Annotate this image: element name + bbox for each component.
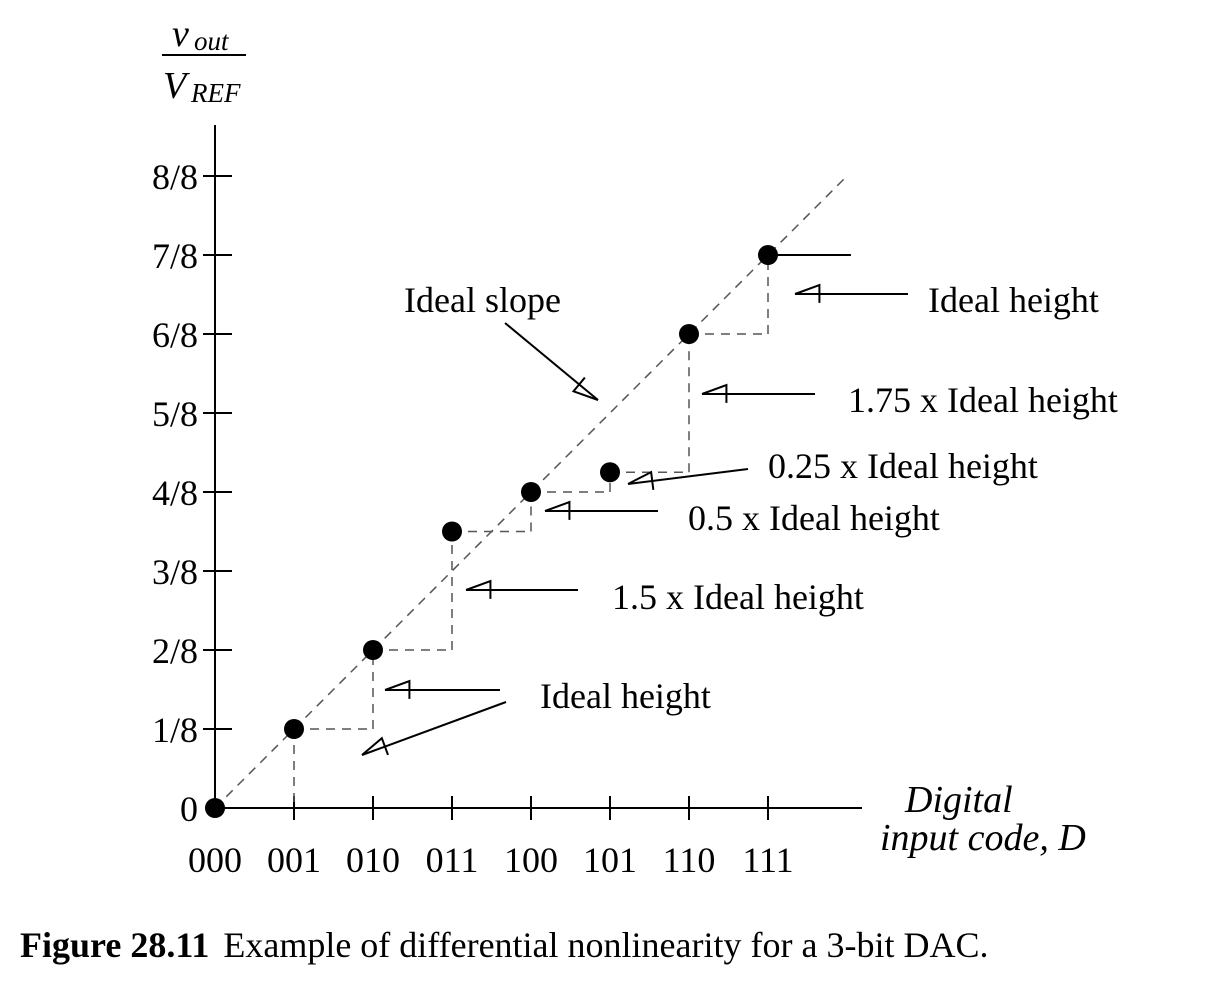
x-tick-label: 001 (267, 840, 321, 880)
y-tick-label: 1/8 (152, 710, 198, 750)
annotation-arrowhead (361, 736, 389, 756)
data-point (679, 324, 699, 344)
annotation-arrowhead (571, 376, 599, 401)
caption-text: Example of differential nonlinearity for… (223, 925, 989, 965)
y-tick-label: 5/8 (152, 394, 198, 434)
annotation-label: 0.5 x Ideal height (688, 498, 940, 538)
annotation-arrowhead (465, 579, 492, 599)
x-tick-label: 010 (346, 840, 400, 880)
y-tick-label: 4/8 (152, 473, 198, 513)
y-axis-label: v out V REF (162, 13, 246, 108)
y-tick-label: 0 (180, 789, 198, 829)
data-point (205, 798, 225, 818)
y-tick-label: 2/8 (152, 631, 198, 671)
x-tick-label: 111 (742, 840, 793, 880)
x-axis-label-line2: input code, D (880, 817, 1086, 859)
x-axis-label-line1: Digital (904, 779, 1013, 821)
annotation-arrow (504, 322, 599, 401)
data-point (284, 719, 304, 739)
y-tick-label: 8/8 (152, 157, 198, 197)
data-point (442, 521, 462, 542)
annotation-arrowhead (544, 500, 571, 520)
y-label-denominator: V (163, 65, 190, 107)
dac-dnl-chart: v out V REF 0 1/8 2/8 3/8 4/8 5/8 6/8 7/8 8/8 00… (152, 13, 1118, 880)
y-tick-label: 6/8 (152, 315, 198, 355)
data-point (600, 462, 620, 483)
y-tick-label: 3/8 (152, 552, 198, 592)
y-tick-label: 7/8 (152, 236, 198, 276)
caption-label: Figure 28.11 (20, 925, 210, 965)
ideal-slope-label: Ideal slope (404, 280, 561, 320)
annotation-label: Ideal height (540, 676, 711, 716)
data-point (521, 482, 541, 502)
annotation-arrow (361, 701, 507, 756)
annotation-label: 1.75 x Ideal height (848, 380, 1118, 420)
annotation-arrowhead (627, 470, 655, 490)
y-label-numerator: v (172, 13, 189, 55)
ideal-slope-line (214, 175, 848, 809)
figure-caption: Figure 28.11 Example of differential nonl… (20, 924, 988, 966)
x-tick-label: 100 (504, 840, 558, 880)
annotation-arrowhead (701, 383, 728, 403)
x-tick-label: 101 (583, 840, 637, 880)
y-label-numerator-sub: out (194, 26, 230, 56)
annotation-arrow (627, 468, 749, 485)
y-label-denominator-sub: REF (190, 78, 241, 108)
annotation-arrowhead (384, 679, 411, 699)
data-point (363, 640, 383, 660)
x-tick-label: 000 (188, 840, 242, 880)
x-tick-label: 110 (663, 840, 716, 880)
annotation-label: 0.25 x Ideal height (768, 446, 1038, 486)
annotation-label: 1.5 x Ideal height (612, 577, 864, 617)
annotation-arrowhead (794, 283, 821, 303)
x-tick-label: 011 (426, 840, 479, 880)
annotation-label: Ideal height (928, 280, 1099, 320)
